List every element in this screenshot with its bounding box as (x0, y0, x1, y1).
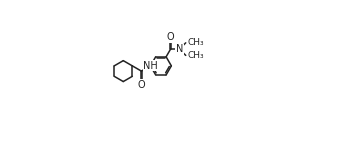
Text: CH₃: CH₃ (187, 51, 204, 60)
Text: O: O (138, 80, 145, 90)
Text: CH₃: CH₃ (187, 38, 204, 47)
Text: O: O (167, 32, 175, 42)
Text: NH: NH (143, 61, 158, 71)
Text: N: N (176, 44, 183, 54)
